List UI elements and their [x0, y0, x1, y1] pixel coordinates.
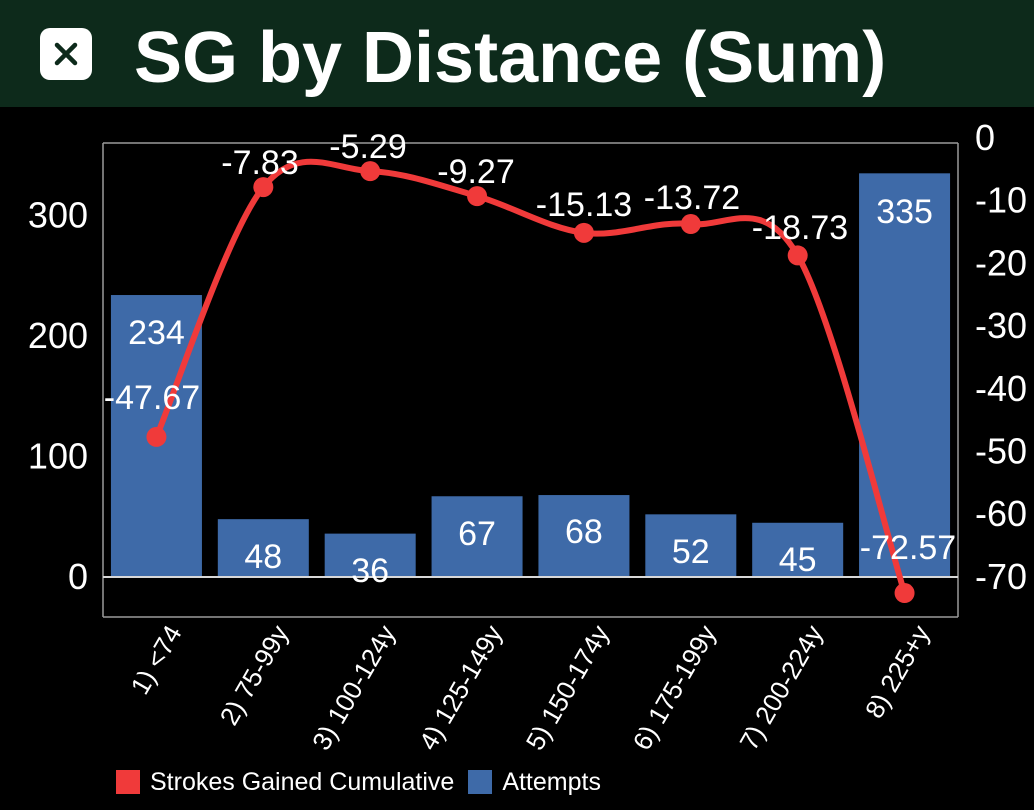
bar [431, 496, 523, 577]
sg-data-label: -47.67 [104, 379, 200, 417]
legend-item-attempts: Attempts [468, 768, 601, 797]
legend-label-sg: Strokes Gained Cumulative [150, 767, 455, 796]
sg-point [680, 214, 701, 235]
sg-point [253, 177, 274, 198]
bar [538, 495, 630, 577]
sg-data-label: -72.57 [860, 529, 956, 567]
sg-data-label: -13.72 [644, 179, 740, 217]
bar-data-label: 36 [351, 552, 389, 590]
bar [859, 173, 951, 577]
right-axis-tick-label: -20 [975, 242, 1027, 283]
x-axis-category-label: 1) <74 [124, 620, 187, 699]
sg-data-label: -18.73 [752, 209, 848, 247]
x-axis-category-label: 2) 75-99y [214, 620, 295, 730]
sg-data-label: -7.83 [221, 144, 299, 182]
sg-data-label: -9.27 [437, 153, 515, 191]
x-axis-category-label: 6) 175-199y [627, 620, 722, 755]
x-axis-category-label: 5) 150-174y [520, 620, 615, 755]
bar-data-label: 67 [458, 515, 496, 553]
bar [324, 533, 416, 577]
right-axis-tick-label: -50 [975, 431, 1027, 472]
legend-swatch-sg [116, 770, 140, 794]
bar-data-label: 335 [876, 193, 933, 231]
sg-point [573, 222, 594, 243]
bar-data-label: 68 [565, 513, 603, 551]
legend-swatch-attempts [468, 770, 493, 794]
x-axis-category-label: 3) 100-124y [306, 620, 401, 755]
close-button[interactable] [40, 28, 92, 80]
right-axis-tick-label: -70 [975, 556, 1027, 597]
sg-point [894, 583, 915, 604]
close-icon [54, 42, 78, 66]
bar-data-label: 234 [128, 314, 185, 352]
right-axis-tick-label: 0 [975, 117, 995, 158]
sg-point [146, 426, 167, 447]
x-axis-category-label: 4) 125-149y [413, 620, 508, 755]
right-axis-tick-label: -10 [975, 180, 1027, 221]
header-bar: SG by Distance (Sum) [0, 0, 1034, 107]
right-axis-tick-label: -40 [975, 368, 1027, 409]
right-axis-tick-label: -30 [975, 305, 1027, 346]
sg-data-label: -15.13 [536, 186, 632, 224]
sg-data-label: -5.29 [329, 128, 407, 166]
legend-item-sg: Strokes Gained Cumulative [116, 768, 454, 797]
bar-data-label: 48 [244, 538, 282, 576]
left-axis-tick-label: 100 [28, 436, 88, 477]
bar [217, 519, 309, 577]
x-axis-category-label: 8) 225+y [859, 620, 936, 723]
page-title: SG by Distance (Sum) [134, 18, 887, 98]
left-axis-tick-label: 200 [28, 315, 88, 356]
sg-point [360, 161, 381, 182]
sg-point [467, 186, 488, 207]
bar [752, 522, 844, 577]
chart-legend: Strokes Gained Cumulative Attempts [116, 764, 615, 800]
left-axis-tick-label: 0 [68, 556, 88, 597]
bar [645, 514, 737, 577]
sg-point [787, 245, 808, 266]
right-axis-tick-label: -60 [975, 493, 1027, 534]
legend-label-attempts: Attempts [502, 767, 601, 796]
bar-data-label: 45 [779, 541, 817, 579]
bar-data-label: 52 [672, 533, 710, 571]
x-axis-category-label: 7) 200-224y [734, 620, 829, 755]
left-axis-tick-label: 300 [28, 195, 88, 236]
